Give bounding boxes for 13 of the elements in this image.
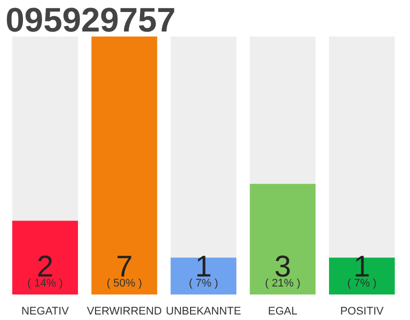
x-tick-label: UNBEKANNTE: [166, 306, 242, 318]
annotation: ( 7% ): [347, 278, 377, 290]
annotation: ( 14% ): [27, 278, 63, 290]
bar: [329, 258, 395, 294]
chart-title: 095929757: [6, 2, 176, 40]
x-tick-label: VERWIRREND: [86, 306, 162, 318]
x-tick-label: NEGATIV: [21, 306, 70, 318]
x-tick-label: EGAL: [268, 306, 298, 318]
bar: [170, 258, 236, 294]
annotation: ( 50% ): [106, 278, 142, 290]
x-tick-label: POSITIV: [340, 306, 384, 318]
annotation: ( 21% ): [264, 278, 300, 290]
annotation: ( 7% ): [188, 278, 218, 290]
